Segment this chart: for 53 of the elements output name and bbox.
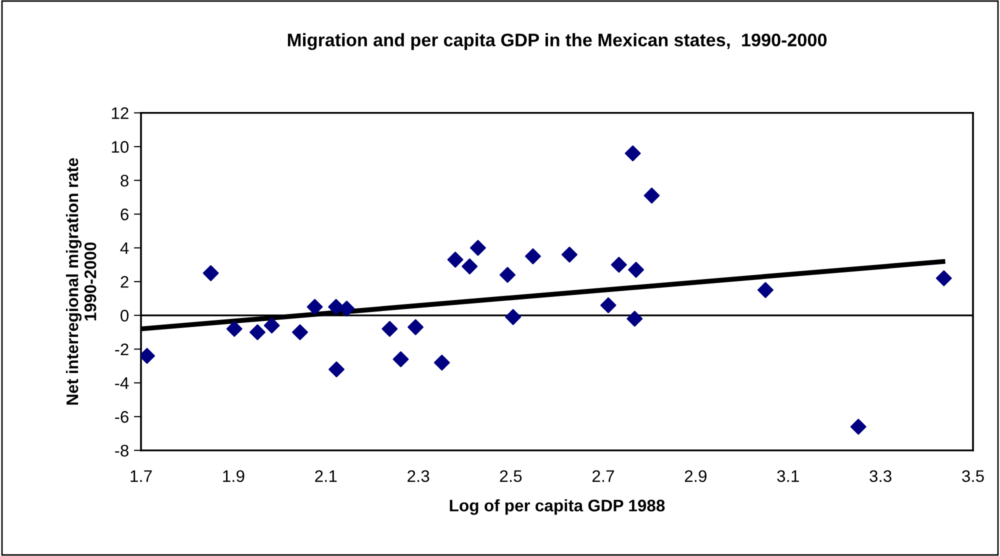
point: [250, 324, 266, 340]
point: [524, 248, 541, 264]
point: [392, 351, 409, 368]
x-tick-label: 3.3: [870, 470, 892, 482]
y-tick-label: 6: [120, 208, 128, 220]
point: [644, 188, 660, 204]
x-tick-label: 2.9: [684, 470, 706, 482]
x-tick-label: 3.1: [777, 470, 799, 482]
point: [338, 300, 355, 317]
y-tick-label: 8: [120, 174, 128, 187]
y-axis-title: Net interregional migration rate 1990-2000: [66, 158, 96, 405]
x-tick-label: 2.5: [500, 470, 522, 482]
point: [434, 354, 450, 371]
x-tick-label: 2.7: [592, 470, 614, 482]
point: [850, 418, 866, 435]
point: [306, 298, 323, 315]
point: [328, 361, 344, 378]
point: [562, 246, 578, 263]
point: [408, 319, 424, 336]
chart-title: Migration and per capita GDP in the Mexican states, 1990-2000: [288, 33, 827, 50]
point: [382, 320, 398, 337]
point: [264, 318, 280, 334]
x-tick-label: 1.9: [223, 470, 244, 482]
x-tick-label: 1.7: [130, 470, 152, 482]
y-tick-label: 0: [120, 310, 129, 322]
point: [500, 266, 516, 283]
y-tick-label: -4: [115, 377, 129, 389]
x-tick-label: 2.1: [315, 470, 337, 482]
x-tick-label: 3.5: [962, 470, 984, 482]
point: [447, 252, 464, 268]
point: [462, 258, 478, 274]
point: [610, 256, 627, 273]
point: [202, 265, 219, 282]
y-tick-label: 10: [112, 141, 129, 153]
y-tick-label: -8: [115, 444, 128, 457]
y-tick-label: 12: [112, 107, 128, 119]
point: [626, 310, 643, 327]
point: [505, 309, 522, 326]
point: [936, 270, 952, 286]
point: [757, 282, 774, 298]
y-tick-label: 2: [120, 276, 128, 288]
point: [292, 324, 308, 340]
point: [600, 297, 616, 314]
y-tick-label: 4: [120, 242, 129, 254]
x-axis-title: Log of per capita GDP 1988: [450, 499, 665, 515]
point: [470, 240, 486, 256]
point: [628, 262, 644, 278]
y-tick-label: -2: [115, 344, 128, 356]
point: [328, 298, 344, 315]
point: [226, 320, 242, 337]
point: [624, 145, 641, 162]
x-tick-label: 2.3: [408, 470, 430, 482]
y-tick-label: -6: [115, 411, 128, 423]
